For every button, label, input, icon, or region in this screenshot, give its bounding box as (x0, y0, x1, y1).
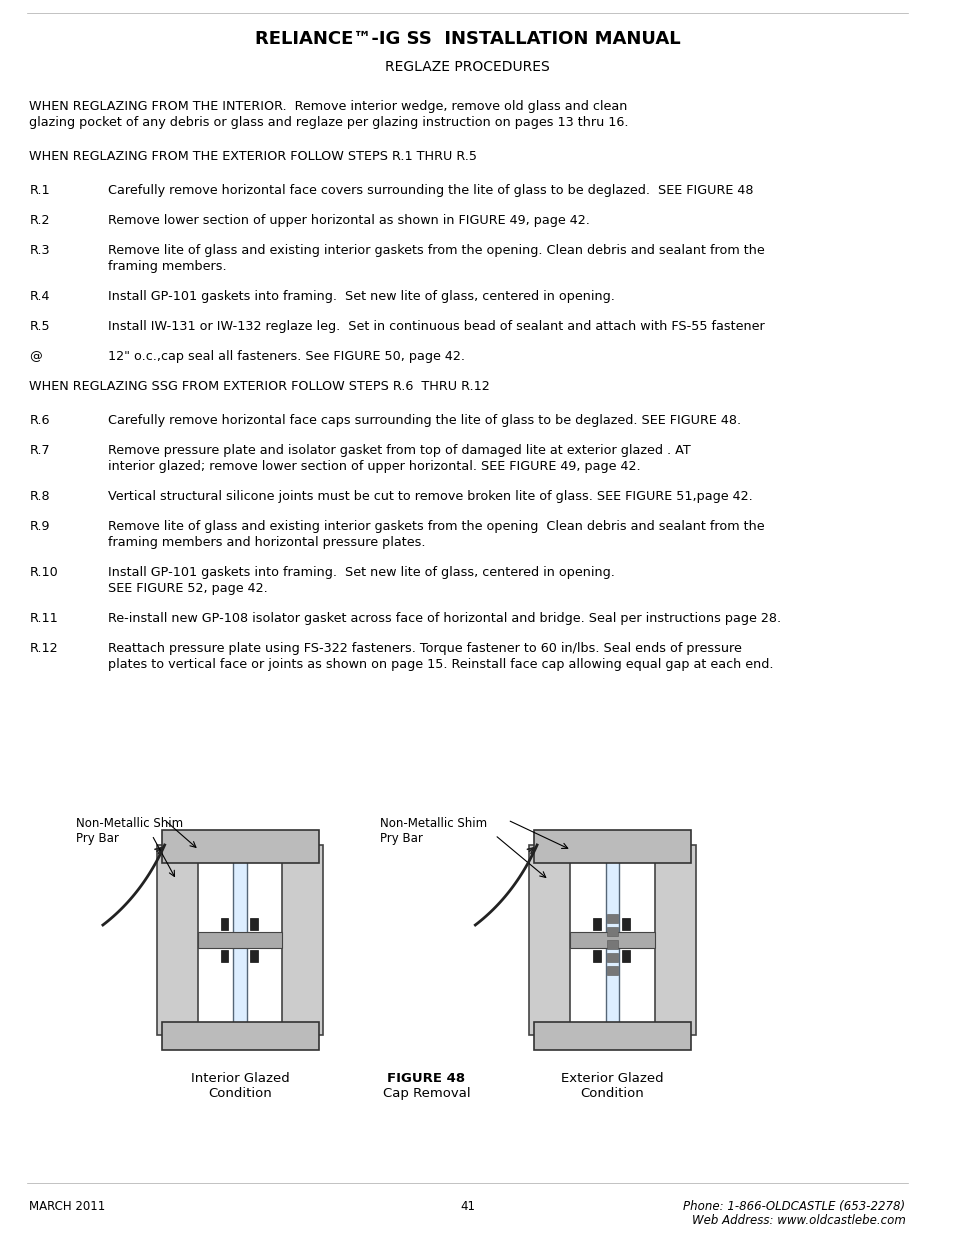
Text: Exterior Glazed: Exterior Glazed (560, 1072, 663, 1086)
Bar (593, 950, 600, 962)
Bar (529, 845, 570, 1035)
Text: Install GP-101 gaskets into framing.  Set new lite of glass, centered in opening: Install GP-101 gaskets into framing. Set… (108, 290, 614, 303)
Bar (621, 918, 630, 930)
Text: R.9: R.9 (30, 520, 50, 534)
Text: plates to vertical face or joints as shown on page 15. Reinstall face cap allowi: plates to vertical face or joints as sho… (108, 658, 773, 671)
Text: Remove lite of glass and existing interior gaskets from the opening. Clean debri: Remove lite of glass and existing interi… (108, 245, 763, 257)
Text: Vertical structural silicone joints must be cut to remove broken lite of glass. : Vertical structural silicone joints must… (108, 490, 752, 503)
Bar (250, 950, 257, 962)
Text: R.8: R.8 (30, 490, 50, 503)
Text: 41: 41 (459, 1200, 475, 1213)
Text: Condition: Condition (580, 1087, 643, 1100)
Text: Condition: Condition (208, 1087, 272, 1100)
Text: R.1: R.1 (30, 184, 50, 198)
Bar (233, 855, 247, 1025)
Text: Non-Metallic Shim: Non-Metallic Shim (76, 818, 183, 830)
Bar (654, 845, 695, 1035)
Text: R.2: R.2 (30, 214, 50, 227)
Text: Phone: 1-866-OLDCASTLE (653-2278): Phone: 1-866-OLDCASTLE (653-2278) (682, 1200, 904, 1213)
Text: Carefully remove horizontal face covers surrounding the lite of glass to be degl: Carefully remove horizontal face covers … (108, 184, 753, 198)
Text: R.12: R.12 (30, 642, 58, 655)
Text: R.5: R.5 (30, 320, 50, 333)
Bar (198, 932, 282, 948)
Text: WHEN REGLAZING FROM THE EXTERIOR FOLLOW STEPS R.1 THRU R.5: WHEN REGLAZING FROM THE EXTERIOR FOLLOW … (30, 149, 476, 163)
Text: SEE FIGURE 52, page 42.: SEE FIGURE 52, page 42. (108, 582, 267, 595)
Bar (593, 918, 600, 930)
Text: Install GP-101 gaskets into framing.  Set new lite of glass, centered in opening: Install GP-101 gaskets into framing. Set… (108, 566, 614, 579)
Text: framing members.: framing members. (108, 261, 226, 273)
Bar (156, 845, 198, 1035)
Text: FIGURE 48: FIGURE 48 (387, 1072, 465, 1086)
Text: @: @ (30, 350, 42, 363)
Bar (606, 927, 618, 936)
Text: 12" o.c.,cap seal all fasteners. See FIGURE 50, page 42.: 12" o.c.,cap seal all fasteners. See FIG… (108, 350, 464, 363)
Text: interior glazed; remove lower section of upper horizontal. SEE FIGURE 49, page 4: interior glazed; remove lower section of… (108, 459, 639, 473)
Text: Pry Bar: Pry Bar (380, 832, 423, 845)
Text: MARCH 2011: MARCH 2011 (30, 1200, 106, 1213)
Bar (605, 855, 618, 1025)
Text: REGLAZE PROCEDURES: REGLAZE PROCEDURES (385, 61, 549, 74)
Text: Reattach pressure plate using FS-322 fasteners. Torque fastener to 60 in/lbs. Se: Reattach pressure plate using FS-322 fas… (108, 642, 740, 655)
Text: R.7: R.7 (30, 445, 50, 457)
Text: Pry Bar: Pry Bar (76, 832, 119, 845)
Text: WHEN REGLAZING FROM THE INTERIOR.  Remove interior wedge, remove old glass and c: WHEN REGLAZING FROM THE INTERIOR. Remove… (30, 100, 627, 112)
Text: Remove lower section of upper horizontal as shown in FIGURE 49, page 42.: Remove lower section of upper horizontal… (108, 214, 589, 227)
Bar (250, 918, 257, 930)
Text: R.6: R.6 (30, 414, 50, 427)
Text: WHEN REGLAZING SSG FROM EXTERIOR FOLLOW STEPS R.6  THRU R.12: WHEN REGLAZING SSG FROM EXTERIOR FOLLOW … (30, 380, 490, 393)
Bar (220, 918, 228, 930)
Bar (282, 845, 323, 1035)
Text: Carefully remove horizontal face caps surrounding the lite of glass to be deglaz: Carefully remove horizontal face caps su… (108, 414, 740, 427)
Text: RELIANCE™-IG SS  INSTALLATION MANUAL: RELIANCE™-IG SS INSTALLATION MANUAL (254, 30, 679, 48)
Bar (606, 914, 618, 923)
Text: R.10: R.10 (30, 566, 58, 579)
Text: R.11: R.11 (30, 613, 58, 625)
Bar (606, 940, 618, 948)
Bar (220, 950, 228, 962)
Text: R.3: R.3 (30, 245, 50, 257)
Bar (162, 1023, 318, 1050)
Text: framing members and horizontal pressure plates.: framing members and horizontal pressure … (108, 536, 425, 550)
Text: Remove lite of glass and existing interior gaskets from the opening  Clean debri: Remove lite of glass and existing interi… (108, 520, 763, 534)
Text: Re-install new GP-108 isolator gasket across face of horizontal and bridge. Seal: Re-install new GP-108 isolator gasket ac… (108, 613, 781, 625)
Bar (606, 966, 618, 974)
Text: R.4: R.4 (30, 290, 50, 303)
Bar (162, 830, 318, 863)
Bar (621, 950, 630, 962)
Text: Install IW-131 or IW-132 reglaze leg.  Set in continuous bead of sealant and att: Install IW-131 or IW-132 reglaze leg. Se… (108, 320, 763, 333)
Text: Remove pressure plate and isolator gasket from top of damaged lite at exterior g: Remove pressure plate and isolator gaske… (108, 445, 690, 457)
Text: Interior Glazed: Interior Glazed (191, 1072, 289, 1086)
Text: Non-Metallic Shim: Non-Metallic Shim (380, 818, 487, 830)
Text: glazing pocket of any debris or glass and reglaze per glazing instruction on pag: glazing pocket of any debris or glass an… (30, 116, 628, 128)
Text: Web Address: www.oldcastlebe.com: Web Address: www.oldcastlebe.com (691, 1214, 904, 1228)
Bar (570, 932, 654, 948)
Bar (534, 830, 690, 863)
Bar (606, 953, 618, 962)
Text: Cap Removal: Cap Removal (382, 1087, 470, 1100)
Bar (534, 1023, 690, 1050)
